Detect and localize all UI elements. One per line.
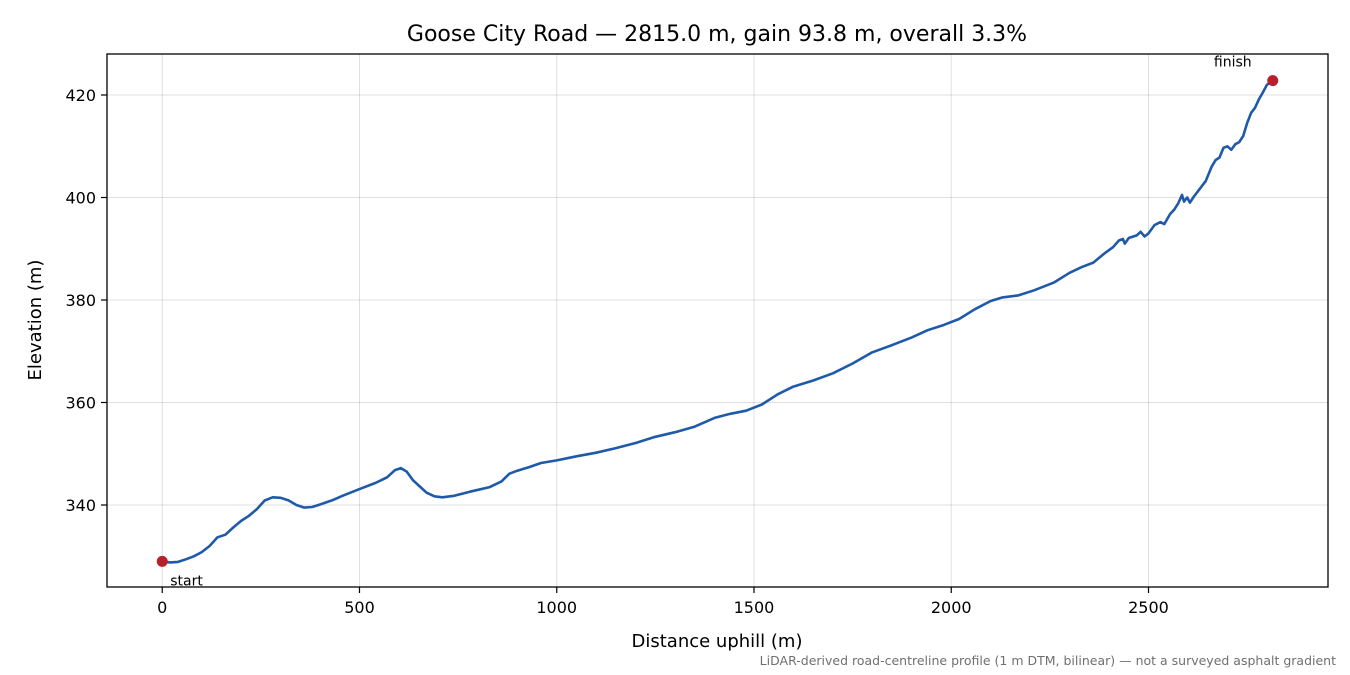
finish-annotation: finish (1214, 55, 1252, 71)
y-tick-label: 420 (65, 86, 96, 105)
elevation-profile-line (160, 79, 1275, 564)
x-tick-label: 1500 (734, 598, 775, 617)
chart-title: Goose City Road — 2815.0 m, gain 93.8 m,… (407, 22, 1027, 47)
data-source-caption: LiDAR-derived road-centreline profile (1… (760, 653, 1336, 668)
plot-area-frame (106, 53, 1329, 588)
grid-lines (107, 54, 1328, 587)
x-tick-label: 2000 (931, 598, 972, 617)
x-axis-label: Distance uphill (m) (632, 631, 803, 652)
y-tick-label: 400 (65, 189, 96, 208)
x-tick-label: 1000 (536, 598, 577, 617)
y-tick-label: 380 (65, 291, 96, 310)
y-axis-ticks: 340 360 380 400 420 (65, 86, 107, 515)
x-axis-ticks: 0 500 1000 1500 2000 2500 (157, 587, 1169, 617)
x-tick-label: 0 (157, 598, 167, 617)
y-tick-label: 360 (65, 394, 96, 413)
x-tick-label: 500 (344, 598, 375, 617)
finish-marker (1267, 75, 1279, 87)
start-annotation: start (170, 573, 203, 589)
start-marker (156, 555, 168, 567)
y-axis-label: Elevation (m) (25, 260, 46, 381)
y-tick-label: 340 (65, 496, 96, 515)
x-tick-label: 2500 (1128, 598, 1169, 617)
